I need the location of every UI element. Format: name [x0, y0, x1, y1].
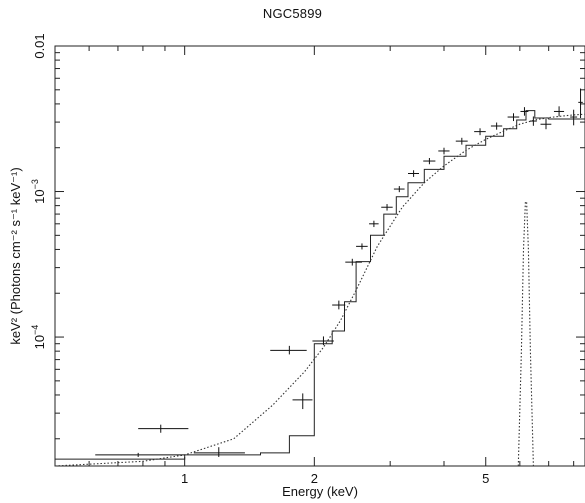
y-tick-label: 0.01: [32, 33, 47, 58]
data-point: [529, 116, 537, 126]
x-tick-label: 5: [482, 471, 489, 486]
data-point: [312, 336, 334, 346]
model-step-curve: [55, 110, 585, 460]
chart-title: NGC5899: [262, 6, 323, 21]
data-point: [369, 220, 379, 228]
data-point: [270, 345, 307, 355]
data-point: [138, 424, 189, 433]
x-axis-ticks: 1 2 5: [88, 46, 575, 486]
data-point: [95, 452, 185, 457]
data-point: [438, 147, 450, 155]
data-point: [345, 258, 362, 266]
data-point: [381, 204, 393, 211]
x-tick-label: 1: [181, 471, 188, 486]
y-axis-ticks: 0.01 10−3 10−4: [30, 33, 585, 440]
plot-frame: [54, 45, 585, 467]
data-point: [393, 186, 405, 193]
data-point: [455, 137, 468, 145]
data-points: [95, 88, 583, 457]
data-point: [507, 113, 520, 122]
data-point: [570, 109, 578, 126]
data-point: [408, 170, 420, 177]
x-axis-label: Energy (keV): [282, 484, 358, 499]
data-point: [553, 106, 565, 117]
data-point: [193, 447, 245, 457]
data-point: [332, 300, 346, 310]
iron-line-component: [517, 201, 534, 467]
data-point: [423, 157, 436, 165]
y-tick-label: 10−4: [30, 325, 47, 350]
x-tick-label: 2: [311, 471, 318, 486]
data-point: [540, 119, 552, 130]
data-point: [356, 243, 368, 250]
data-point: [292, 393, 313, 410]
data-point: [578, 88, 583, 119]
data-point: [520, 107, 529, 116]
y-tick-label: 10−3: [30, 179, 47, 204]
model-curves: [54, 110, 585, 467]
data-point: [474, 128, 486, 136]
data-point: [490, 122, 503, 130]
model-continuum-dotted: [54, 113, 585, 467]
y-axis-label: keV² (Photons cm⁻² s⁻¹ keV⁻¹): [8, 167, 23, 344]
